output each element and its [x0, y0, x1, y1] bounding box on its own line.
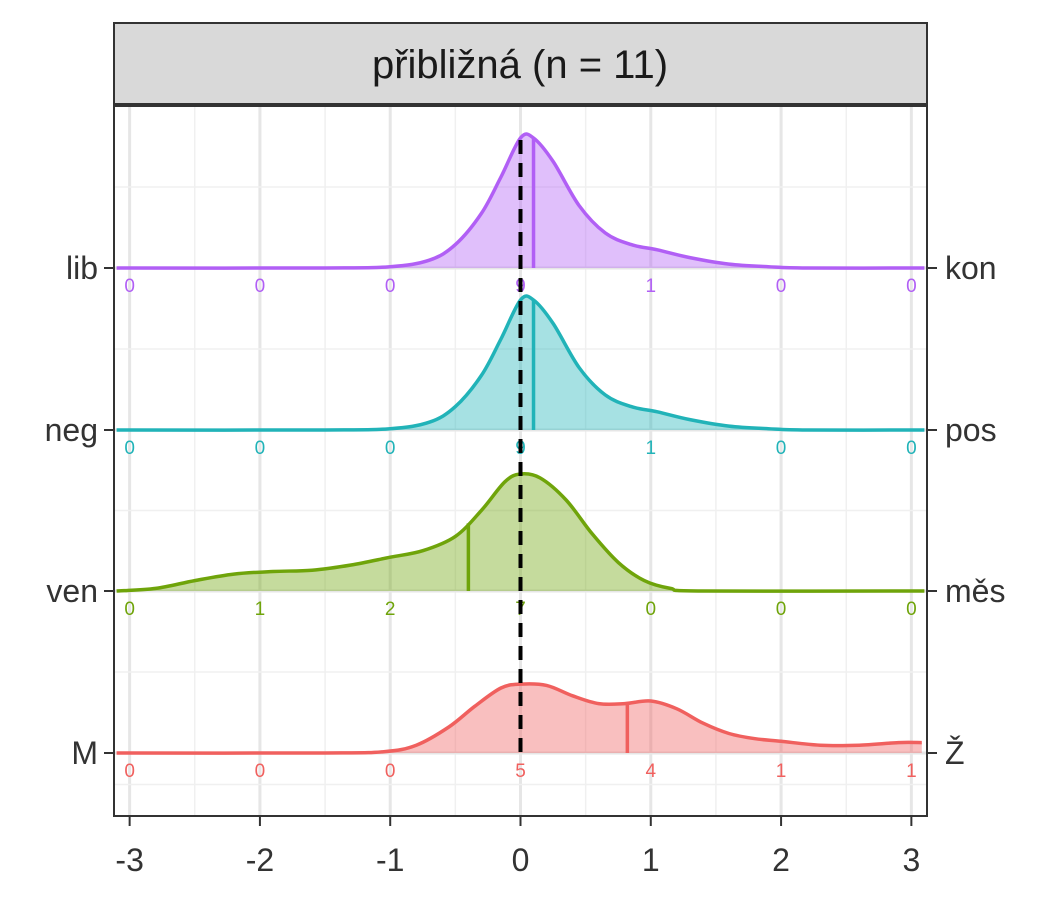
- count-label-M-6: 1: [906, 761, 917, 782]
- strip-title: přibližná (n = 11): [372, 43, 668, 87]
- y-axis-right: kon pos měs Ž: [927, 250, 1005, 771]
- y-right-label-Ž: Ž: [945, 735, 965, 771]
- x-tick-label-1: -2: [246, 842, 274, 878]
- y-left-label-M: M: [71, 735, 98, 771]
- x-axis: -3 -2 -1 0 1 2 3: [115, 816, 920, 878]
- count-label-neg-0: 0: [124, 438, 135, 459]
- count-label-M-1: 0: [255, 761, 266, 782]
- count-label-lib-1: 0: [255, 276, 266, 297]
- y-left-label-neg: neg: [45, 412, 98, 448]
- density-line-M: [116, 682, 922, 755]
- count-label-lib-0: 0: [124, 276, 135, 297]
- count-label-M-5: 1: [776, 761, 787, 782]
- density-area-neg: [116, 296, 925, 431]
- y-right-label-kon: kon: [945, 250, 997, 286]
- count-label-ven-1: 1: [255, 599, 266, 620]
- x-tick-label-2: -1: [376, 842, 404, 878]
- count-label-ven-5: 0: [776, 599, 787, 620]
- density-line-neg: [116, 294, 925, 432]
- y-right-label-měs: měs: [945, 573, 1005, 609]
- count-label-ven-0: 0: [124, 599, 135, 620]
- count-label-lib-6: 0: [906, 276, 917, 297]
- count-label-lib-4: 1: [645, 276, 656, 297]
- count-label-neg-6: 0: [906, 438, 917, 459]
- density-area-lib: [116, 134, 925, 269]
- count-label-ven-4: 0: [645, 599, 656, 620]
- count-label-neg-4: 1: [645, 438, 656, 459]
- x-tick-label-6: 3: [902, 842, 920, 878]
- count-label-lib-2: 0: [385, 276, 396, 297]
- count-label-M-3: 5: [515, 761, 526, 782]
- x-tick-label-5: 2: [772, 842, 790, 878]
- x-tick-label-3: 0: [512, 842, 530, 878]
- y-right-label-pos: pos: [945, 412, 997, 448]
- strip-background: [113, 22, 928, 105]
- count-label-neg-5: 0: [776, 438, 787, 459]
- density-line-lib: [116, 132, 925, 270]
- count-label-M-2: 0: [385, 761, 396, 782]
- count-label-M-0: 0: [124, 761, 135, 782]
- count-label-ven-6: 0: [906, 599, 917, 620]
- x-tick-label-0: -3: [115, 842, 143, 878]
- y-left-label-ven: ven: [46, 573, 98, 609]
- count-label-ven-2: 2: [385, 599, 396, 620]
- count-label-M-4: 4: [645, 761, 656, 782]
- density-line-ven: [116, 471, 925, 593]
- y-left-label-lib: lib: [66, 250, 98, 286]
- x-tick-label-4: 1: [642, 842, 660, 878]
- y-axis-left: lib neg ven M: [45, 250, 114, 771]
- count-label-neg-2: 0: [385, 438, 396, 459]
- strip-header: přibližná (n = 11): [113, 22, 928, 105]
- count-label-neg-1: 0: [255, 438, 266, 459]
- count-label-lib-5: 0: [776, 276, 787, 297]
